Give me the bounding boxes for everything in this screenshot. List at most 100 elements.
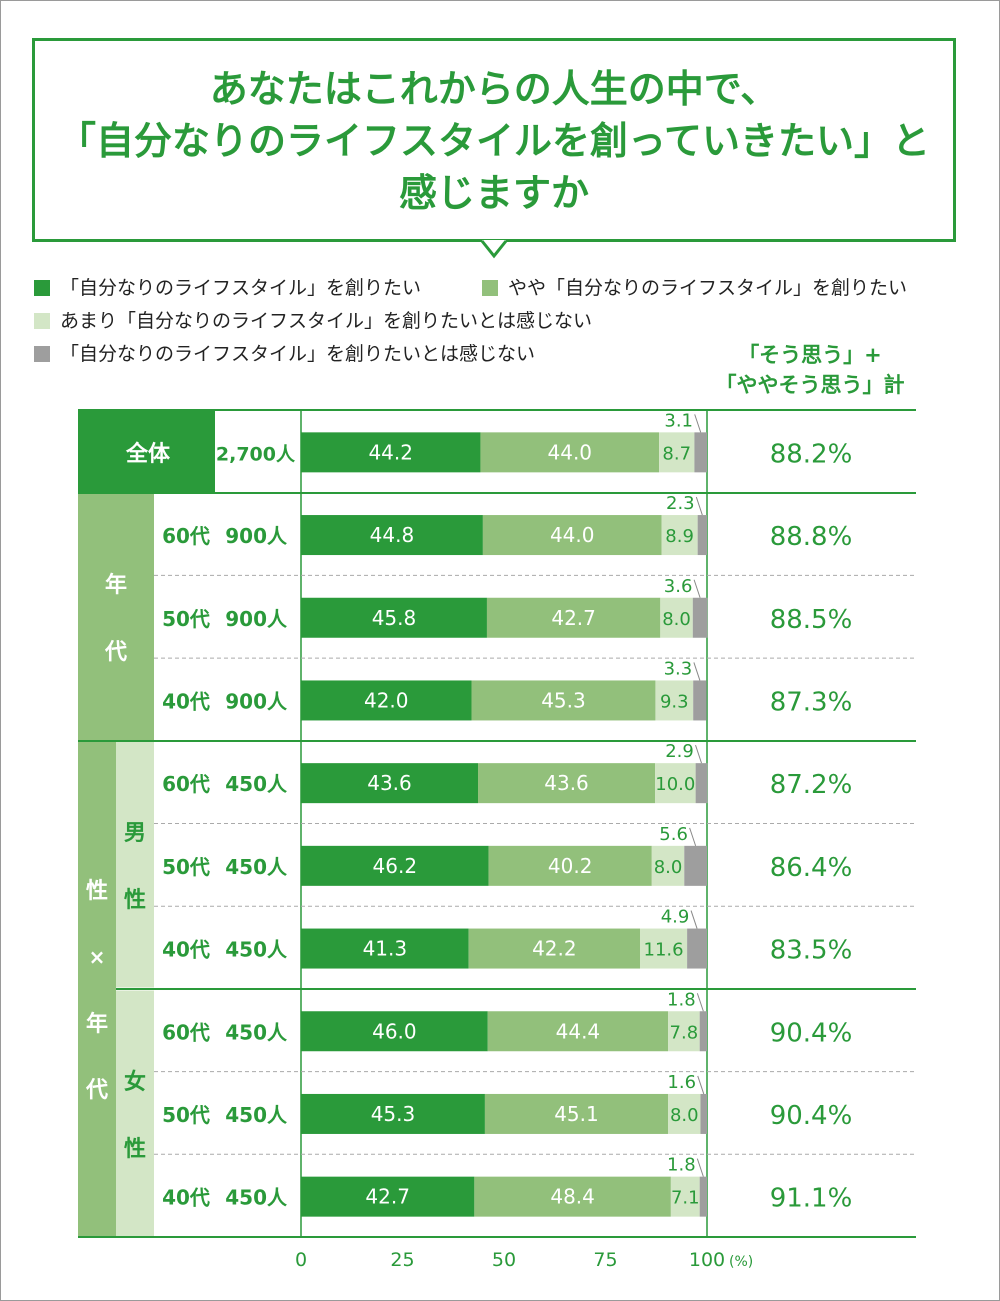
title-line-2: 「自分なりのライフスタイルを創っていきたい」と	[57, 119, 931, 163]
bar-value-label: 8.7	[662, 443, 691, 464]
x-axis: 0 25 50 75 100 (%)	[295, 1249, 753, 1271]
row-sum-value: 88.5%	[770, 605, 853, 635]
row-n-label: 450人	[225, 772, 288, 796]
bar-segment	[301, 1093, 485, 1134]
value-leader-line	[689, 827, 697, 847]
legend-label-2: やや「自分なりのライフスタイル」を創りたい	[508, 277, 908, 299]
bar-segment	[482, 515, 662, 556]
row-sum-value: 83.5%	[770, 936, 853, 966]
bar-value-label: 42.7	[365, 1185, 410, 1209]
legend-swatch-4	[34, 346, 50, 362]
bar-segment	[486, 597, 661, 638]
bar-value-label: 45.1	[554, 1102, 599, 1126]
bar-value-label: 44.8	[370, 523, 415, 547]
bars-layer: 44.2 44.0 8.7 3.1 44.8 44.0 8.9 2.3 45.8 42.7 8.0 3…	[301, 410, 708, 1217]
bar-segment	[651, 845, 685, 886]
bar-segment	[301, 1176, 475, 1217]
row-age-label: 60代	[162, 772, 210, 796]
row-age-label: 50代	[162, 855, 210, 879]
row-sum-value: 88.2%	[770, 439, 853, 469]
bar-segment	[670, 1176, 700, 1217]
row-n-label: 450人	[225, 1103, 288, 1127]
bar-value-label: 46.0	[372, 1019, 417, 1043]
x-tick-label: 0	[295, 1249, 307, 1271]
bar-value-label: 42.0	[364, 688, 409, 712]
bar-value-label: 42.2	[532, 937, 577, 961]
group-label-female-2: 性	[124, 1137, 146, 1162]
bar-segment	[471, 680, 656, 721]
bar-segment	[478, 763, 656, 804]
bar-segment	[301, 1011, 488, 1052]
row-sum-value: 87.3%	[770, 687, 853, 717]
bar-segment	[694, 432, 707, 473]
chart-title: あなたはこれからの人生の中で、 「自分なりのライフスタイルを創っていきたい」と …	[35, 63, 953, 219]
bar-segment	[668, 1093, 701, 1134]
bar-value-label: 7.8	[670, 1022, 699, 1043]
bar-value-label: 45.3	[371, 1102, 416, 1126]
group-label-age-2: 代	[104, 640, 127, 665]
bar-segment	[699, 1011, 707, 1052]
bar-value-label: 41.3	[363, 937, 408, 961]
x-tick-label: 50	[492, 1249, 516, 1271]
bar-segment	[697, 515, 707, 556]
group-panel-sex-age	[78, 741, 116, 1237]
value-leader-line	[693, 579, 701, 598]
bar-segment	[700, 1093, 707, 1134]
bar-value-label: 44.2	[368, 440, 413, 464]
bar-segment	[684, 845, 707, 886]
value-leader-line	[696, 1158, 704, 1177]
row-n-label: 450人	[225, 1020, 288, 1044]
bar-segment	[660, 597, 693, 638]
x-tick-label: 75	[593, 1249, 617, 1271]
bar-value-label: 2.3	[666, 493, 695, 514]
legend-label-3: あまり「自分なりのライフスタイル」を創りたいとは感じない	[60, 310, 593, 332]
group-label-male-2: 性	[124, 888, 146, 913]
row-sum-value: 90.4%	[770, 1018, 853, 1048]
group-label-sex-age-3: 年	[86, 1011, 108, 1037]
bar-segment	[301, 845, 489, 886]
value-leader-line	[693, 662, 701, 681]
row-age-label: 40代	[162, 1186, 210, 1210]
sum-column-header: 「そう思う」+ 「ややそう思う」計	[705, 340, 915, 400]
bar-value-label: 43.6	[367, 771, 412, 795]
bar-segment	[692, 597, 708, 638]
bar-value-label: 4.9	[661, 907, 690, 928]
group-label-male-1: 男	[124, 821, 146, 846]
bar-segment	[488, 845, 652, 886]
value-leader-line	[696, 993, 704, 1012]
bar-value-label: 3.1	[664, 410, 693, 431]
row-sum-value: 91.1%	[770, 1184, 853, 1214]
bar-value-label: 10.0	[655, 774, 695, 795]
bar-value-label: 46.2	[373, 854, 418, 878]
row-separators	[154, 574, 916, 1155]
bar-value-label: 5.6	[659, 824, 688, 845]
bar-value-label: 11.6	[644, 940, 684, 961]
bar-value-label: 1.8	[667, 989, 696, 1010]
bar-segment	[301, 515, 483, 556]
row-n-label: 2,700人	[216, 443, 296, 465]
group-label-sex-age-2: ×	[89, 945, 106, 969]
bar-value-label: 2.9	[665, 741, 694, 762]
bar-value-label: 3.6	[664, 576, 693, 597]
bar-segment	[301, 432, 481, 473]
bar-segment	[655, 763, 696, 804]
row-n-label: 450人	[225, 855, 288, 879]
row-n-label: 900人	[225, 607, 288, 631]
bar-segment	[693, 680, 707, 721]
bar-segment	[659, 432, 695, 473]
bar-segment	[661, 515, 698, 556]
row-age-label: 40代	[162, 689, 210, 713]
value-leader-line	[695, 496, 703, 516]
group-label-age-1: 年	[105, 572, 127, 598]
bar-segment	[655, 680, 694, 721]
legend-item-1: 「自分なりのライフスタイル」を創りたい	[34, 276, 421, 300]
bar-segment	[699, 1176, 707, 1217]
value-leader-line	[697, 1075, 705, 1095]
bar-value-label: 8.9	[665, 526, 694, 547]
row-n-label: 900人	[225, 689, 288, 713]
legend-item-4: 「自分なりのライフスタイル」を創りたいとは感じない	[34, 342, 535, 366]
group-label-female-1: 女	[124, 1069, 146, 1095]
bar-segment	[474, 1176, 671, 1217]
bar-value-label: 1.6	[667, 1072, 696, 1093]
bar-value-label: 9.3	[660, 691, 689, 712]
